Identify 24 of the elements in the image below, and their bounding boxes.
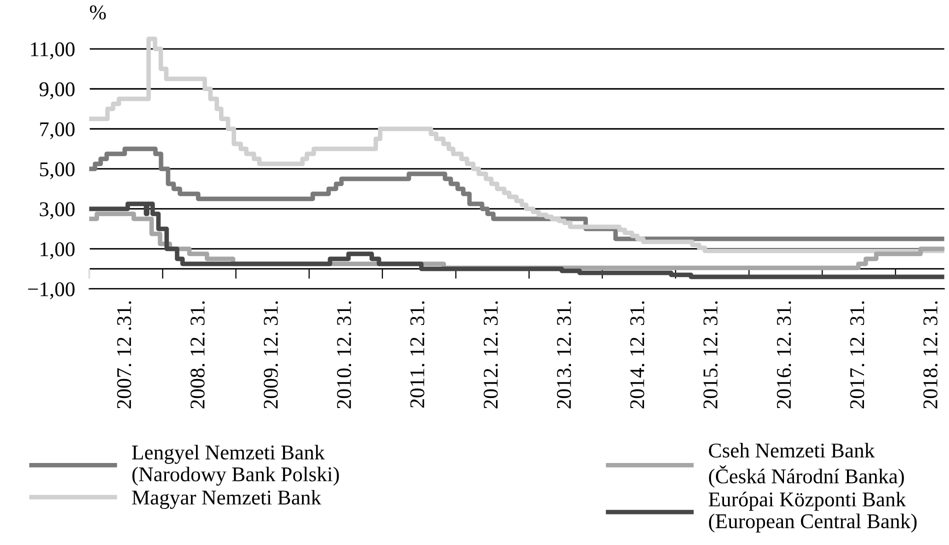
legend-label: Magyar Nemzeti Bank xyxy=(132,490,322,509)
legend-label: Európai Központi Bank (European Central Bank) xyxy=(708,492,917,532)
y-tick-label: 5,00 xyxy=(40,162,75,180)
x-tick-label: 2018. 12. 31. xyxy=(923,301,938,408)
x-tick-label: 2011. 12. 31. xyxy=(410,301,424,408)
y-tick-label: 3,00 xyxy=(40,202,75,220)
y-tick-label: 11,00 xyxy=(31,42,75,60)
x-tick-label: 2010. 12. 31. xyxy=(337,301,352,408)
legend-label: Lengyel Nemzeti Bank (Narodowy Bank Polski) xyxy=(132,444,339,486)
y-tick-label: 9,00 xyxy=(40,82,75,100)
y-axis-title: % xyxy=(90,5,106,20)
x-tick-label: 2013. 12. 31. xyxy=(556,301,572,408)
y-tick-label: −1,00 xyxy=(28,282,75,300)
x-tick-label: 2016. 12. 31. xyxy=(776,301,792,408)
x-tick-label: 2017. 12. 31. xyxy=(850,301,864,408)
x-tick-label: 2012. 12. 31. xyxy=(484,301,498,408)
x-tick-label: 2014. 12. 31. xyxy=(630,301,644,408)
x-tick-label: 2007. 12 .31. xyxy=(117,301,132,408)
legend-label: Cseh Nemzeti Bank (Česká Národní Banka) xyxy=(708,442,904,488)
y-tick-label: 7,00 xyxy=(40,122,75,140)
y-tick-label: 1,00 xyxy=(40,242,75,260)
x-tick-label: 2015. 12. 31. xyxy=(703,301,718,408)
x-tick-label: 2009. 12. 31. xyxy=(264,301,278,408)
x-tick-label: 2008. 12. 31. xyxy=(190,301,205,408)
